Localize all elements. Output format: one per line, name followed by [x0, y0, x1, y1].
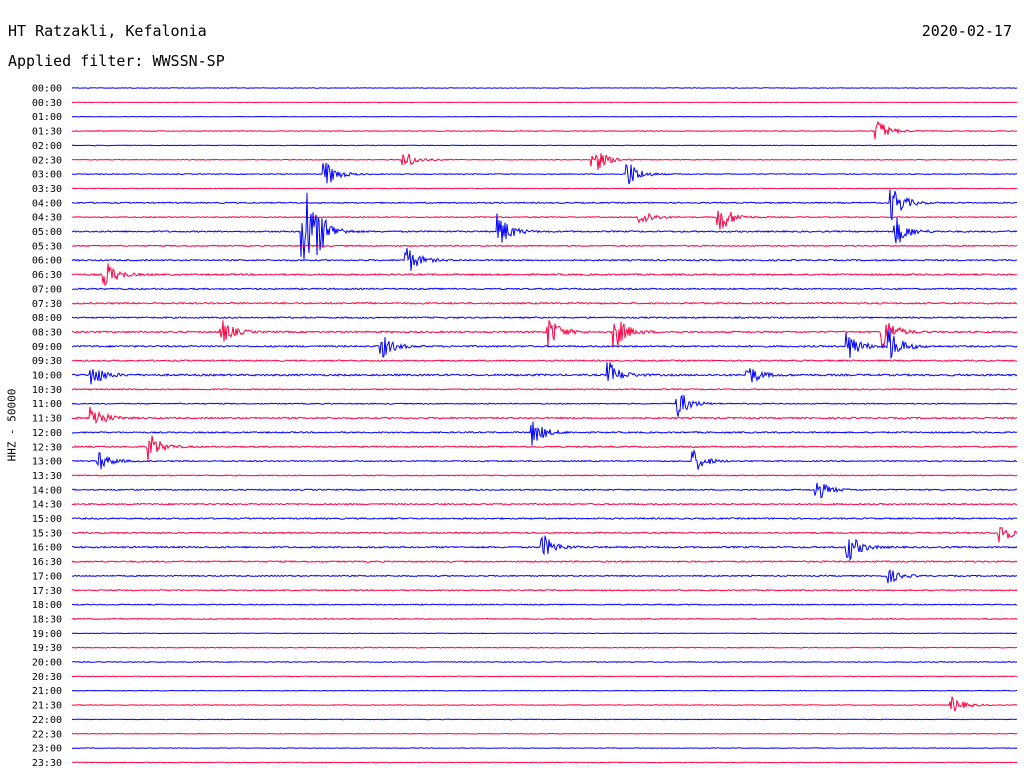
time-tick-label: 04:00: [32, 198, 62, 209]
time-tick-label: 07:30: [32, 299, 62, 310]
time-tick-label: 20:30: [32, 672, 62, 683]
time-tick-label: 01:30: [32, 127, 62, 138]
trace-row: [71, 359, 1018, 363]
time-tick-label: 15:30: [32, 528, 62, 539]
date-label: 2020-02-17: [921, 22, 1012, 40]
trace-row: [71, 646, 1018, 649]
trace-row: [71, 244, 1018, 248]
trace-row: [71, 388, 1018, 391]
trace-row: [71, 718, 1018, 721]
time-tick-label: 07:00: [32, 284, 62, 295]
time-tick-label: 09:30: [32, 356, 62, 367]
trace-row: [71, 696, 1018, 712]
time-tick-label: 18:30: [32, 614, 62, 625]
trace-row: [71, 328, 1018, 359]
time-tick-label: 18:00: [32, 600, 62, 611]
trace-row: [71, 362, 1018, 385]
trace-row: [71, 474, 1018, 477]
trace-row: [71, 320, 1018, 349]
trace-row: [72, 210, 1018, 230]
trace-row: [71, 502, 1018, 506]
trace-row: [71, 187, 1018, 190]
trace-row: [71, 747, 1018, 749]
time-tick-label: 19:00: [32, 629, 62, 640]
trace-row: [71, 516, 1018, 520]
trace-row: [71, 482, 1018, 499]
time-tick-label: 21:30: [32, 701, 62, 712]
trace-row: [71, 526, 1018, 543]
time-tick-label: 05:30: [32, 241, 62, 252]
time-tick-label: 11:00: [32, 399, 62, 410]
time-tick-label: 10:30: [32, 385, 62, 396]
trace-row: [71, 603, 1017, 606]
time-tick-label: 19:30: [32, 643, 62, 654]
time-tick-label: 20:00: [32, 658, 62, 669]
time-tick-label: 16:30: [32, 557, 62, 568]
trace-row: [71, 435, 1018, 462]
time-tick-labels: 00:00 00:30 01:00 01:30 02:00 02:30 03:00 03:30…: [32, 84, 62, 769]
time-tick-label: 23:30: [32, 758, 62, 769]
trace-row: [71, 316, 1018, 320]
time-tick-label: 09:00: [32, 342, 62, 353]
time-tick-label: 16:00: [32, 543, 62, 554]
trace-row: [71, 144, 1018, 147]
time-tick-label: 02:30: [32, 155, 62, 166]
trace-row: [71, 568, 1018, 584]
time-tick-label: 02:00: [32, 141, 62, 152]
time-tick-label: 21:00: [32, 686, 62, 697]
time-tick-label: 10:00: [32, 371, 62, 382]
trace-row: [71, 394, 1018, 417]
trace-row: [71, 189, 1018, 221]
filter-subtitle: Applied filter: WWSSN-SP: [8, 52, 225, 70]
time-tick-label: 01:00: [32, 112, 62, 123]
trace-row: [72, 675, 1018, 678]
trace-row: [71, 287, 1018, 291]
trace-row: [71, 560, 1018, 563]
time-tick-label: 13:30: [32, 471, 62, 482]
trace-row: [71, 248, 1018, 271]
trace-row: [71, 120, 1017, 140]
trace-row: [71, 192, 1018, 260]
time-tick-label: 06:30: [32, 270, 62, 281]
time-tick-label: 15:00: [32, 514, 62, 525]
trace-row: [71, 588, 1018, 592]
trace-row: [71, 732, 1018, 735]
time-tick-label: 00:30: [32, 98, 62, 109]
time-tick-label: 14:30: [32, 500, 62, 511]
trace-row: [71, 301, 1018, 305]
time-tick-label: 05:00: [32, 227, 62, 238]
trace-row: [71, 660, 1018, 664]
time-tick-label: 22:00: [32, 715, 62, 726]
trace-row: [71, 535, 1018, 562]
seismic-traces: [71, 87, 1018, 764]
time-tick-label: 00:00: [32, 84, 62, 95]
trace-row: [71, 689, 1018, 692]
time-tick-label: 12:30: [32, 442, 62, 453]
trace-row: [71, 421, 1017, 446]
time-tick-label: 11:30: [32, 414, 62, 425]
trace-row: [71, 263, 1018, 287]
time-tick-label: 08:30: [32, 327, 62, 338]
time-tick-label: 14:00: [32, 485, 62, 496]
trace-row: [71, 617, 1018, 621]
trace-row: [71, 162, 1017, 185]
time-tick-label: 22:30: [32, 729, 62, 740]
station-title: HT Ratzakli, Kefalonia: [8, 22, 207, 40]
time-tick-label: 17:30: [32, 586, 62, 597]
trace-row: [71, 761, 1018, 764]
time-tick-label: 08:00: [32, 313, 62, 324]
time-tick-label: 04:30: [32, 213, 62, 224]
trace-row: [71, 153, 1018, 170]
trace-row: [71, 448, 1017, 470]
time-tick-label: 12:00: [32, 428, 62, 439]
trace-row: [71, 632, 1018, 635]
time-tick-label: 03:00: [32, 170, 62, 181]
time-tick-label: 17:00: [32, 571, 62, 582]
time-tick-label: 06:00: [32, 256, 62, 267]
time-tick-label: 23:00: [32, 744, 62, 755]
time-tick-label: 03:30: [32, 184, 62, 195]
time-tick-label: 13:00: [32, 457, 62, 468]
trace-row: [71, 406, 1018, 425]
